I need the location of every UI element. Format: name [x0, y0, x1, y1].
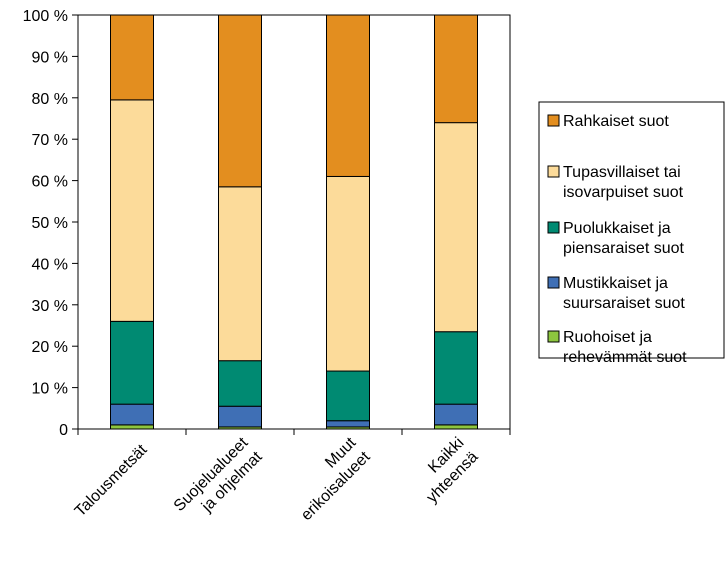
legend-label-line: piensaraiset suot: [563, 240, 685, 257]
y-tick-label: 80 %: [32, 91, 68, 108]
legend-label-line: rehevämmät suot: [563, 349, 687, 366]
legend-label: Tupasvillaiset tai isovarpuiset suot: [563, 164, 684, 201]
bar-segment: [434, 122, 478, 333]
bar-segment: [110, 99, 154, 322]
legend-label-line: suursaraiset suot: [563, 295, 685, 312]
y-tick-label: 90 %: [32, 49, 68, 66]
legend-label-line: Puolukkaiset ja: [563, 220, 671, 237]
bars: [110, 14, 478, 430]
legend: Rahkaiset suot Tupasvillaiset tai isovarpu…: [538, 101, 725, 366]
bar-segment: [326, 420, 370, 428]
bar-segment: [110, 320, 154, 405]
y-tick-label: 40 %: [32, 256, 68, 273]
category-label: Muuterikoisalueet: [284, 434, 374, 524]
legend-label-line: Rahkaiset suot: [563, 113, 669, 130]
y-tick-label: 50 %: [32, 215, 68, 232]
legend-swatch: [547, 221, 560, 234]
legend-label: Ruohoiset ja rehevämmät suot: [563, 329, 687, 366]
category-label: Kaikkiyhteensä: [409, 434, 481, 506]
y-tick-label: 60 %: [32, 174, 68, 191]
bar-segment: [434, 403, 478, 426]
bar-segment: [110, 403, 154, 426]
legend-swatch: [547, 276, 560, 289]
legend-swatch: [547, 165, 560, 178]
legend-box: [538, 101, 725, 359]
axes: [72, 14, 511, 435]
category-labels: Talousmetsät Suojelualueetja ohjelmat Muut…: [72, 434, 482, 529]
legend-label: Mustikkaiset ja suursaraiset suot: [563, 275, 685, 312]
legend-label: Rahkaiset suot: [563, 113, 669, 130]
bar-segment: [434, 14, 478, 124]
bar-segment: [326, 370, 370, 422]
y-tick-label: 30 %: [32, 298, 68, 315]
y-tick-labels: 0 10 % 20 % 30 % 40 % 50 % 60 % 70 % 80 % 90 % 100…: [23, 8, 68, 439]
legend-swatch: [547, 114, 560, 127]
legend-label: Puolukkaiset ja piensaraiset suot: [563, 220, 685, 257]
legend-label-line: Mustikkaiset ja: [563, 275, 668, 292]
y-tick-label: 0: [59, 422, 68, 439]
legend-label-line: isovarpuiset suot: [563, 184, 684, 201]
bar-segment: [218, 14, 262, 188]
legend-label-line: Tupasvillaiset tai: [563, 164, 681, 181]
bar-segment: [110, 14, 154, 101]
bar-segment: [326, 14, 370, 177]
category-label-line: Talousmetsät: [72, 441, 151, 520]
y-tick-label: 10 %: [32, 381, 68, 398]
category-label: Suojelualueetja ohjelmat: [171, 434, 266, 529]
bar-segment: [434, 424, 478, 430]
bar-segment: [110, 424, 154, 430]
bar-segment: [326, 175, 370, 372]
bar-segment: [218, 186, 262, 362]
legend-label-line: Ruohoiset ja: [563, 329, 652, 346]
bar-segment: [218, 405, 262, 428]
legend-swatch: [547, 330, 560, 343]
y-tick-label: 100 %: [23, 8, 68, 25]
bar-segment: [218, 360, 262, 407]
y-tick-label: 20 %: [32, 339, 68, 356]
category-label: Talousmetsät: [72, 441, 151, 520]
bar-segment: [434, 331, 478, 405]
y-tick-label: 70 %: [32, 132, 68, 149]
